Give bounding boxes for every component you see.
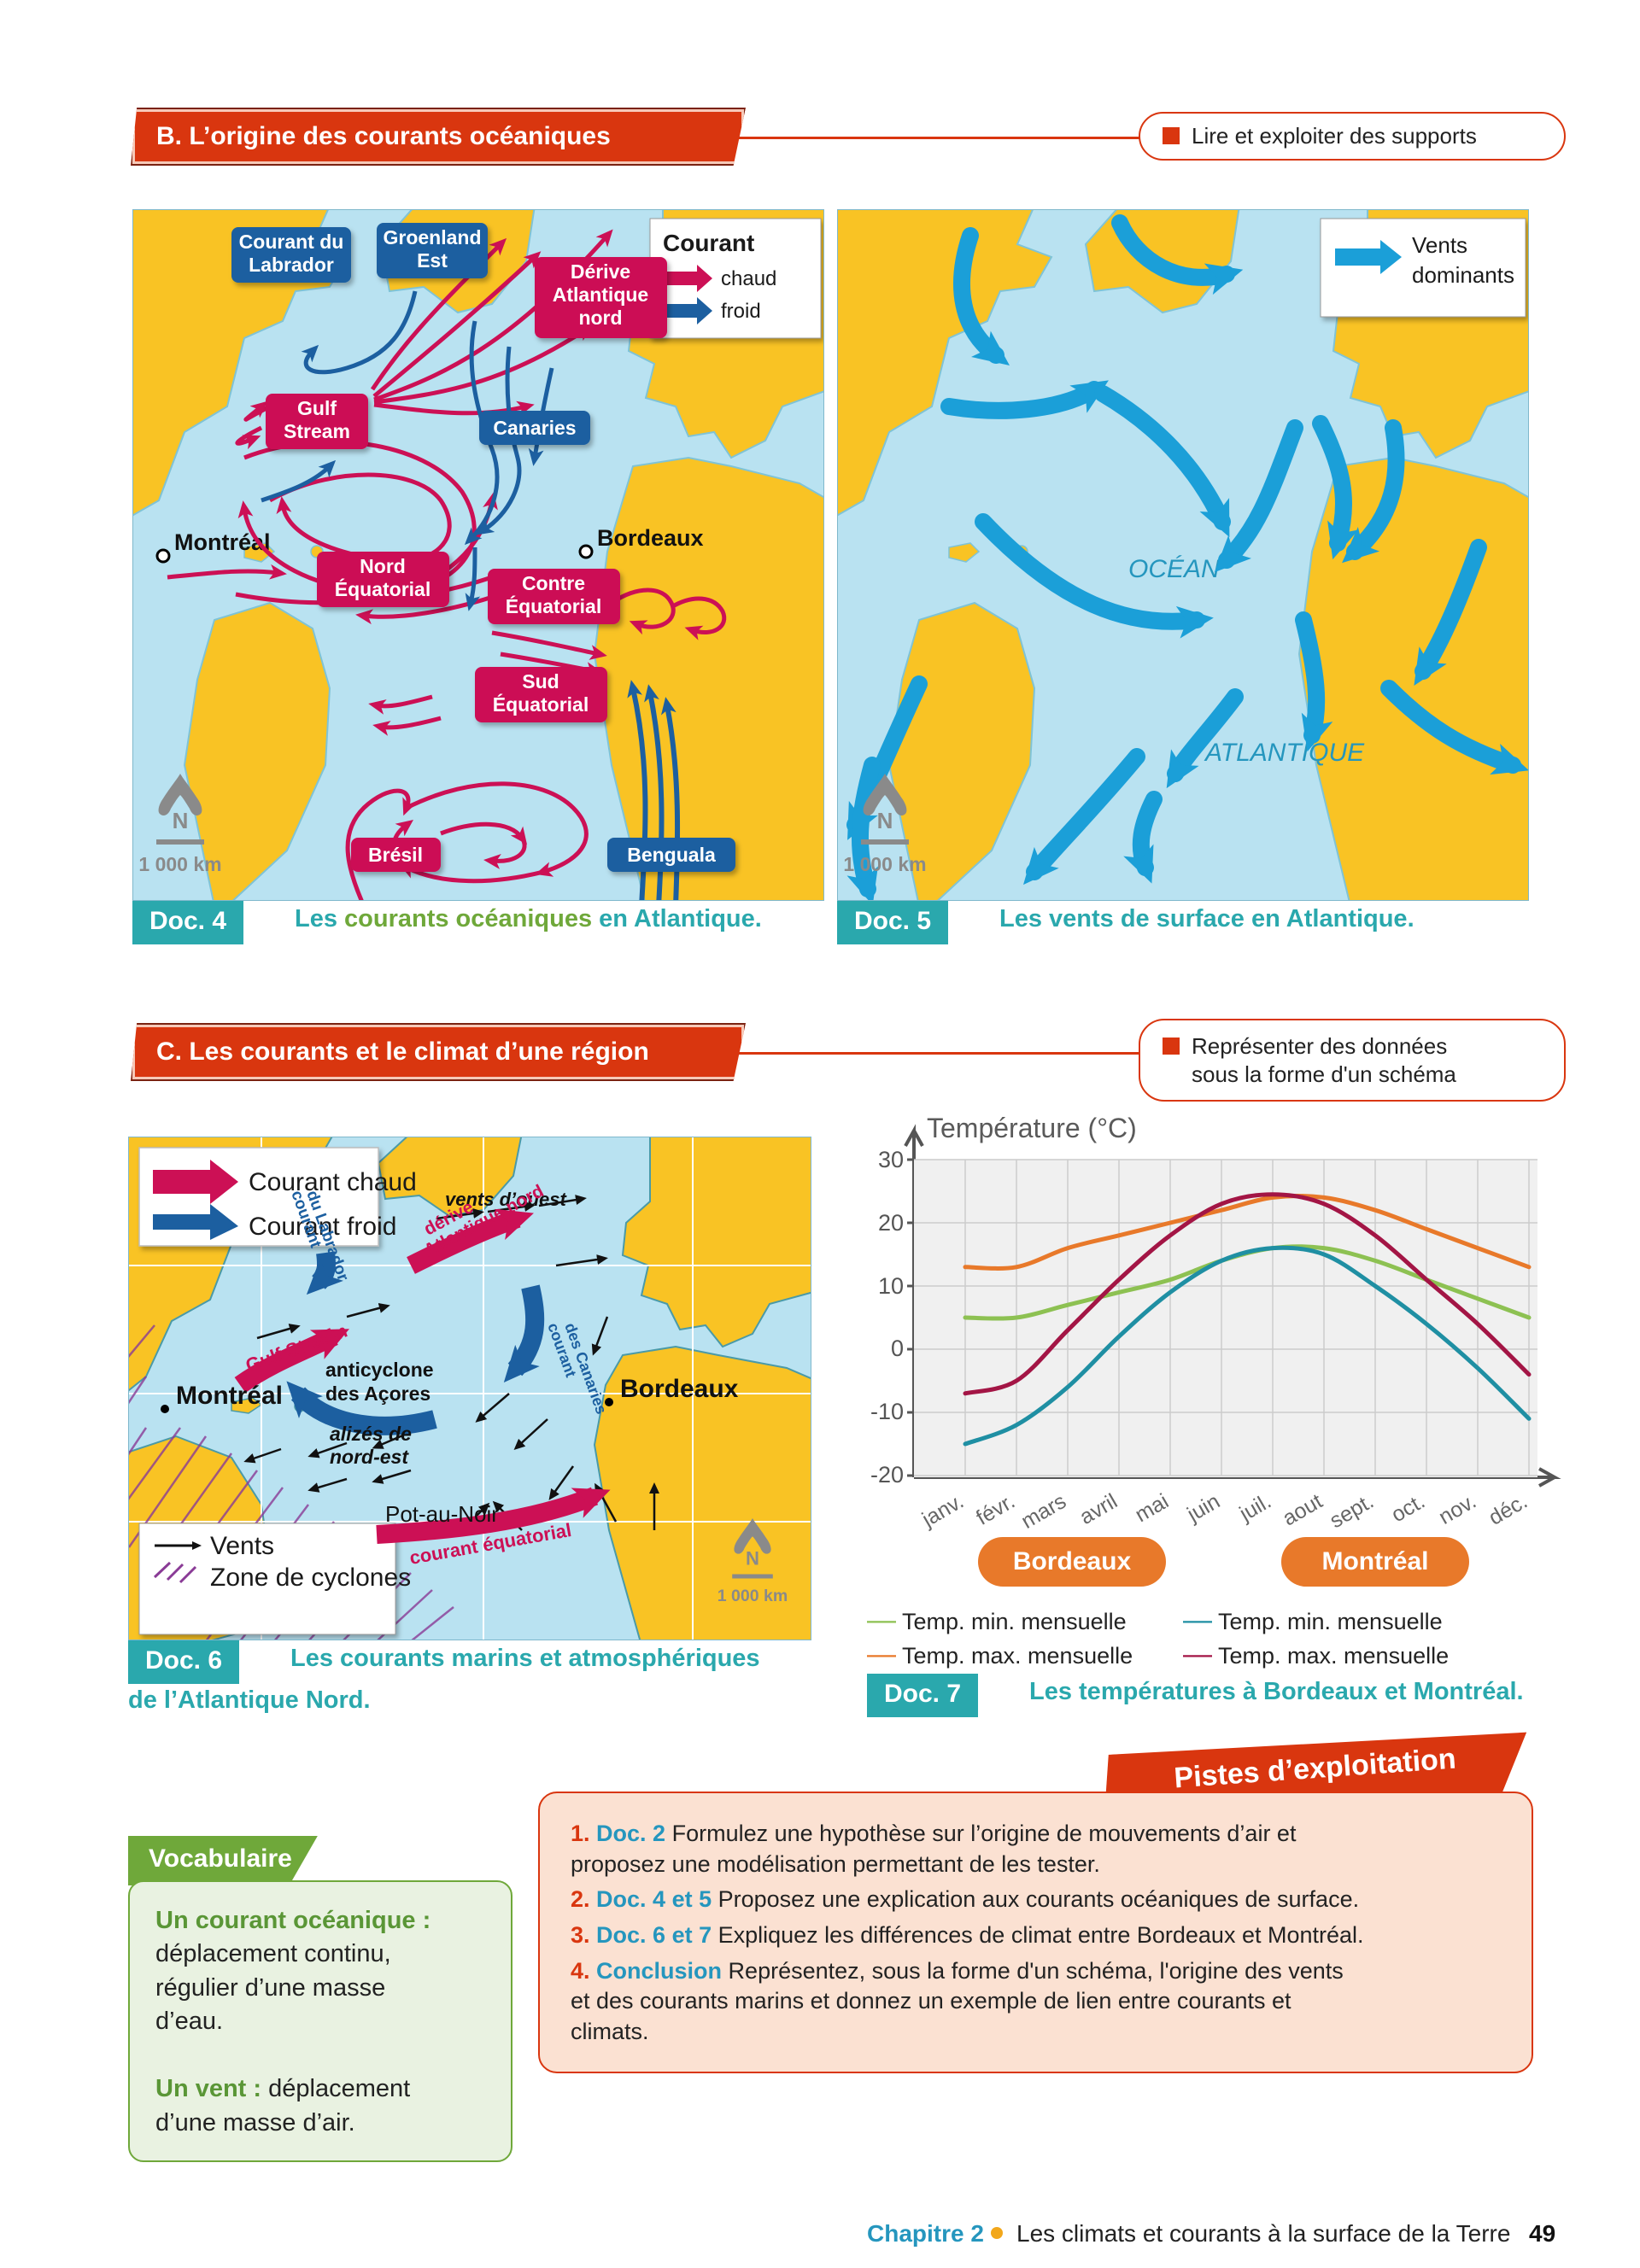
svg-text:Montréal: Montréal	[176, 1382, 283, 1410]
svg-text:Pot-au-Noir: Pot-au-Noir	[385, 1501, 499, 1527]
svg-text:aout: aout	[1279, 1489, 1327, 1531]
svg-text:Labrador: Labrador	[249, 254, 334, 276]
svg-text:Équatorial: Équatorial	[493, 693, 589, 716]
svg-text:mai: mai	[1131, 1489, 1173, 1527]
svg-text:anticyclone: anticyclone	[325, 1359, 434, 1381]
svg-text:Courant chaud: Courant chaud	[249, 1168, 417, 1196]
svg-text:N: N	[746, 1547, 759, 1569]
svg-text:Vents: Vents	[1412, 232, 1467, 258]
svg-text:Température (°C): Température (°C)	[927, 1113, 1137, 1143]
svg-text:Gulf: Gulf	[297, 397, 337, 419]
svg-text:alizés de: alizés de	[330, 1423, 412, 1445]
svg-text:des Açores: des Açores	[325, 1382, 430, 1405]
svg-text:-10: -10	[870, 1399, 904, 1424]
svg-text:Stream: Stream	[284, 420, 350, 442]
svg-text:nord-est: nord-est	[330, 1446, 409, 1468]
svg-text:dominants: dominants	[1412, 262, 1514, 288]
svg-text:Vents: Vents	[210, 1532, 274, 1560]
svg-text:1 000 km: 1 000 km	[843, 853, 926, 875]
svg-text:30: 30	[878, 1147, 904, 1172]
svg-text:ATLANTIQUE: ATLANTIQUE	[1204, 739, 1365, 767]
svg-text:Courant du: Courant du	[239, 231, 344, 253]
svg-text:chaud: chaud	[721, 267, 776, 290]
svg-text:0: 0	[891, 1336, 904, 1361]
svg-text:N: N	[877, 808, 893, 833]
svg-text:mars: mars	[1017, 1489, 1070, 1534]
svg-text:10: 10	[878, 1273, 904, 1299]
svg-text:Contre: Contre	[522, 572, 585, 594]
svg-text:déc.: déc.	[1485, 1489, 1532, 1530]
svg-text:Est: Est	[417, 249, 448, 272]
svg-text:Canaries: Canaries	[493, 417, 576, 439]
svg-text:Groenland: Groenland	[383, 226, 481, 248]
svg-text:sept.: sept.	[1326, 1489, 1378, 1533]
svg-text:juil.: juil.	[1235, 1489, 1275, 1527]
svg-text:OCÉAN: OCÉAN	[1128, 555, 1220, 583]
svg-text:Zone de cyclones: Zone de cyclones	[210, 1564, 411, 1592]
svg-text:janv.: janv.	[917, 1489, 968, 1532]
svg-text:Nord: Nord	[360, 555, 406, 577]
svg-text:juin: juin	[1182, 1489, 1224, 1527]
svg-text:N: N	[173, 808, 189, 833]
svg-text:févr.: févr.	[972, 1489, 1019, 1530]
svg-text:avril: avril	[1075, 1489, 1122, 1529]
svg-text:Équatorial: Équatorial	[506, 594, 601, 617]
svg-text:Benguala: Benguala	[627, 844, 716, 866]
svg-text:nov.: nov.	[1435, 1489, 1480, 1529]
svg-text:Bordeaux: Bordeaux	[620, 1375, 739, 1403]
svg-text:Atlantique: Atlantique	[553, 284, 648, 306]
svg-text:1 000 km: 1 000 km	[718, 1587, 788, 1605]
svg-text:Sud: Sud	[522, 670, 559, 693]
svg-text:Courant: Courant	[663, 230, 754, 256]
svg-text:1 000 km: 1 000 km	[138, 853, 221, 875]
svg-text:Brésil: Brésil	[368, 844, 423, 866]
svg-text:20: 20	[878, 1210, 904, 1236]
svg-text:-20: -20	[870, 1462, 904, 1488]
svg-text:Bordeaux: Bordeaux	[597, 525, 704, 551]
svg-text:Équatorial: Équatorial	[335, 577, 430, 600]
svg-text:oct.: oct.	[1387, 1489, 1429, 1527]
svg-text:nord: nord	[578, 307, 622, 329]
svg-text:froid: froid	[721, 300, 761, 323]
svg-text:Dérive: Dérive	[571, 260, 630, 283]
